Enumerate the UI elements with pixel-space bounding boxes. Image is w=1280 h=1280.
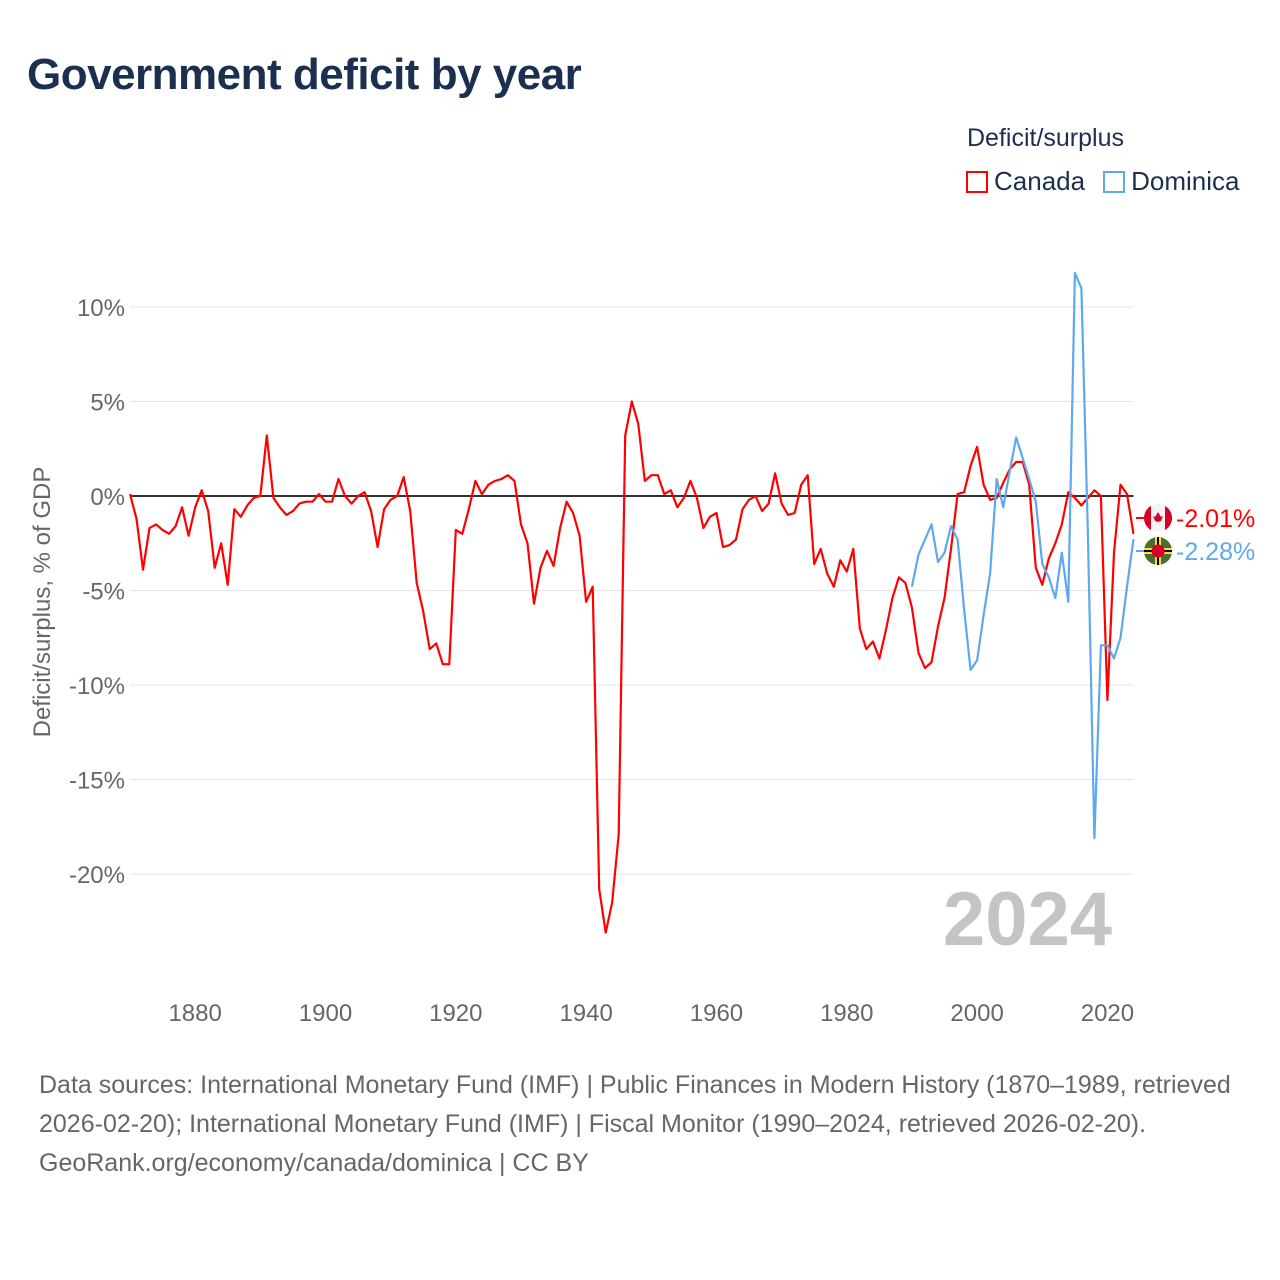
dominica-flag-disc [1151, 544, 1165, 558]
x-tick-label: 2020 [1081, 1000, 1134, 1027]
end-value-label-canada: -2.01% [1176, 505, 1255, 533]
chart: 10% 5% 0% -5% -10% -15% -20% 1880 1900 1920 1940 19… [29, 271, 1255, 1027]
x-tick-label: 1960 [690, 1000, 743, 1027]
maple-leaf-icon [1153, 512, 1163, 522]
x-tick-label: 1980 [820, 1000, 873, 1027]
series-line-canada [128, 400, 1135, 934]
legend-swatch-canada [966, 170, 988, 193]
x-tick-label: 2000 [950, 1000, 1003, 1027]
y-tick-label: -5% [82, 579, 125, 606]
y-tick-label: 5% [90, 390, 125, 417]
x-tick-label: 1940 [559, 1000, 612, 1027]
legend: Canada Dominica [966, 166, 1239, 197]
end-value-label-dominica: -2.28% [1176, 538, 1255, 566]
x-tick-label: 1900 [299, 1000, 352, 1027]
chart-title: Government deficit by year [27, 50, 582, 99]
y-tick-label: 0% [90, 484, 125, 511]
x-tick-label: 1920 [429, 1000, 482, 1027]
series-line-dominica [910, 271, 1135, 840]
x-tick-label: 1880 [168, 1000, 221, 1027]
legend-label: Dominica [1131, 166, 1240, 196]
y-axis-label: Deficit/surplus, % of GDP [29, 467, 56, 738]
y-tick-label: 10% [77, 295, 125, 322]
year-watermark: 2024 [943, 877, 1112, 962]
y-tick-label: -10% [69, 673, 125, 700]
legend-item-canada[interactable]: Canada [966, 166, 1085, 197]
y-tick-label: -15% [69, 768, 125, 795]
legend-swatch-dominica [1103, 170, 1126, 193]
credit-link[interactable]: GeoRank.org/economy/canada/dominica | CC… [39, 1149, 589, 1177]
canada-flag-band [1165, 505, 1172, 531]
data-sources: Data sources: International Monetary Fun… [39, 1071, 1231, 1138]
legend-item-dominica[interactable]: Dominica [1103, 166, 1239, 197]
legend-label: Canada [994, 166, 1086, 196]
legend-title: Deficit/surplus [967, 124, 1124, 152]
y-tick-label: -20% [69, 862, 125, 889]
footer: Data sources: International Monetary Fun… [39, 1066, 1239, 1183]
canada-flag-band [1144, 505, 1151, 531]
